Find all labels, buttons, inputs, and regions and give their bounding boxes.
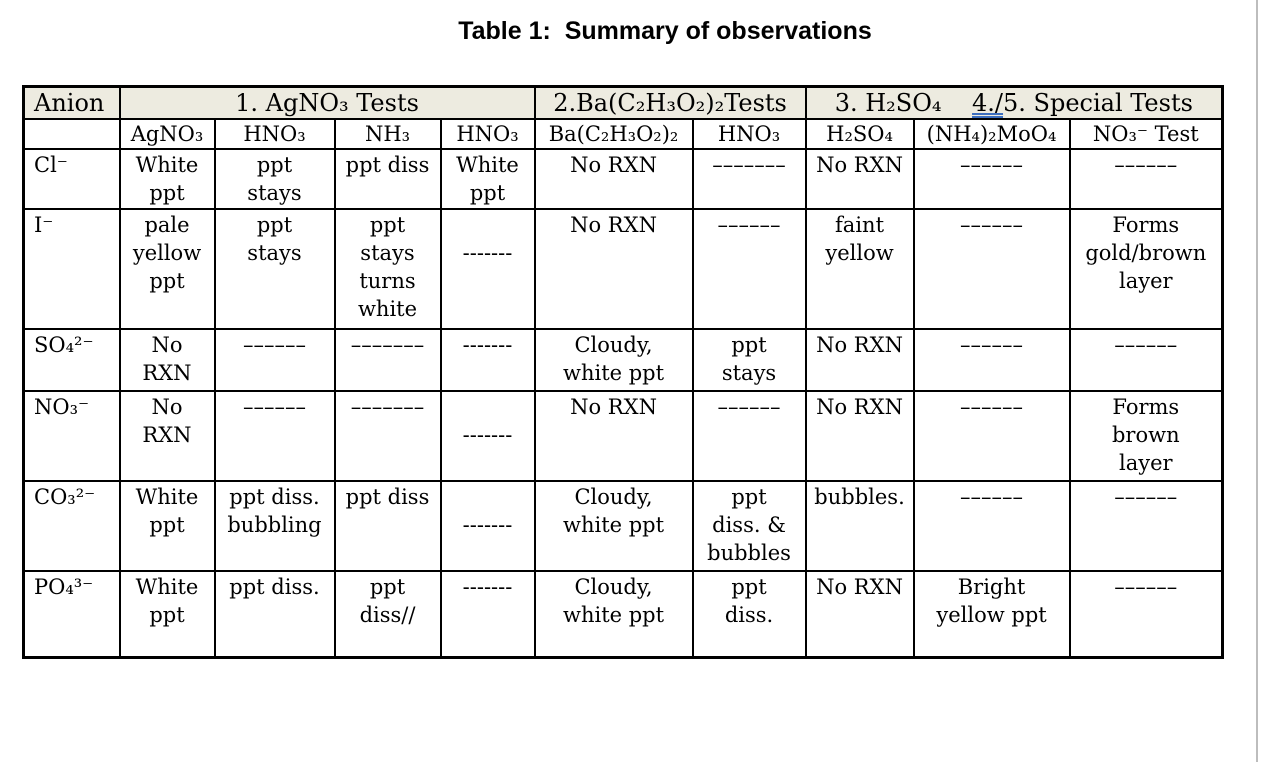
observation-cell: ––––––– (333, 390, 442, 482)
table-row: NO₃⁻ No RXN –––––– ––––––– ------- No RXN –––… (22, 390, 1224, 482)
subheader-reagent-cell: NO₃⁻ Test (1068, 118, 1224, 150)
subheader-reagent-cell: HNO₃ (691, 118, 807, 150)
anion-cell: CO₃²⁻ (22, 480, 121, 572)
observation-cell: Forms brown layer (1068, 390, 1224, 482)
observation-cell: No RXN (533, 208, 694, 330)
header-h2so4-special-tests: 3. H₂SO₄ 4./5. Special Tests (804, 85, 1224, 120)
subheader-reagent-cell: Ba(C₂H₃O₂)₂ (533, 118, 694, 150)
table-row: SO₄²⁻ No RXN –––––– ––––––– ------- Cloudy, w… (22, 328, 1224, 392)
page-edge-line (1256, 0, 1258, 762)
observation-cell: –––––– (912, 148, 1071, 210)
observation-cell: ppt diss. (213, 570, 336, 659)
observation-cell: Cloudy, white ppt (533, 570, 694, 659)
subheader-reagent-cell: HNO₃ (213, 118, 336, 150)
observation-cell: No RXN (804, 570, 915, 659)
observation-cell: pale yellow ppt (118, 208, 216, 330)
observation-cell: ------- (439, 390, 536, 482)
header-agno3-tests: 1. AgNO₃ Tests (118, 85, 536, 120)
header-special-45-underlined: 4./ (972, 89, 1004, 117)
observation-cell: No RXN (118, 390, 216, 482)
observation-cell: Cloudy, white ppt (533, 480, 694, 572)
subheader-empty-cell (22, 118, 121, 150)
observation-cell: –––––– (912, 480, 1071, 572)
observation-cell: ppt diss. & bubbles (691, 480, 807, 572)
observation-cell: No RXN (118, 328, 216, 392)
observation-cell: –––––– (912, 390, 1071, 482)
table-row: CO₃²⁻ White ppt ppt diss. bubbling ppt diss… (22, 480, 1224, 572)
anion-cell: Cl⁻ (22, 148, 121, 210)
observation-cell: –––––– (1068, 148, 1224, 210)
observation-cell: ppt diss (333, 480, 442, 572)
observation-cell: ppt diss (333, 148, 442, 210)
observation-cell: ------- (439, 570, 536, 659)
anion-cell: I⁻ (22, 208, 121, 330)
observation-cell: ------- (439, 328, 536, 392)
table-row: PO₄³⁻ White ppt ppt diss. ppt diss//-------… (22, 570, 1224, 659)
observation-cell: ppt stays (691, 328, 807, 392)
observation-cell: Forms gold/brown layer (1068, 208, 1224, 330)
observation-cell: –––––– (1068, 570, 1224, 659)
table-group-header-row: Anion 1. AgNO₃ Tests 2.Ba(C₂H₃O₂)₂Tests … (22, 85, 1224, 120)
observation-cell: Bright yellow ppt (912, 570, 1071, 659)
table-row: Cl⁻ White ppt ppt stays ppt diss White ppt No… (22, 148, 1224, 210)
observation-cell: ppt diss. (691, 570, 807, 659)
observation-cell: No RXN (804, 390, 915, 482)
observation-cell: –––––– (691, 208, 807, 330)
observation-cell: White ppt (118, 480, 216, 572)
observation-cell: ppt diss. bubbling (213, 480, 336, 572)
observation-cell: faint yellow (804, 208, 915, 330)
observation-cell: White ppt (118, 148, 216, 210)
subheader-reagent-cell: H₂SO₄ (804, 118, 915, 150)
header-special-tests-label: 5. Special Tests (1003, 89, 1193, 117)
observation-cell: White ppt (439, 148, 536, 210)
observation-cell: –––––– (691, 390, 807, 482)
table-row: I⁻ pale yellow ppt ppt stays ppt stays turn… (22, 208, 1224, 330)
observation-cell: No RXN (533, 390, 694, 482)
observation-cell: No RXN (533, 148, 694, 210)
table-subheader-row: AgNO₃ HNO₃ NH₃ HNO₃ Ba(C₂H₃O₂)₂ HNO₃ H₂SO₄ (NH₄… (22, 118, 1224, 150)
observation-cell: ppt stays (213, 148, 336, 210)
observation-cell: –––––– (213, 328, 336, 392)
header-ba-tests: 2.Ba(C₂H₃O₂)₂Tests (533, 85, 807, 120)
observation-cell: bubbles. (804, 480, 915, 572)
header-h2so4: 3. H₂SO₄ (834, 89, 973, 117)
observation-cell: ––––––– (333, 328, 442, 392)
anion-cell: SO₄²⁻ (22, 328, 121, 392)
observation-cell: –––––– (912, 208, 1071, 330)
observation-cell: No RXN (804, 328, 915, 392)
observation-cell: ––––––– (691, 148, 807, 210)
observation-cell: White ppt (118, 570, 216, 659)
observation-cell: ppt diss// (333, 570, 442, 659)
observation-cell: ------- (439, 480, 536, 572)
subheader-reagent-cell: HNO₃ (439, 118, 536, 150)
observation-cell: Cloudy, white ppt (533, 328, 694, 392)
observation-cell: ppt stays turns white (333, 208, 442, 330)
subheader-reagent-cell: (NH₄)₂MoO₄ (912, 118, 1071, 150)
anion-cell: NO₃⁻ (22, 390, 121, 482)
observation-cell: No RXN (804, 148, 915, 210)
observation-cell: –––––– (1068, 480, 1224, 572)
header-anion: Anion (22, 85, 121, 120)
observations-table: Anion 1. AgNO₃ Tests 2.Ba(C₂H₃O₂)₂Tests … (22, 85, 1225, 659)
observation-cell: –––––– (213, 390, 336, 482)
observation-cell: ppt stays (213, 208, 336, 330)
table-title: Table 1: Summary of observations (458, 17, 872, 45)
subheader-reagent-cell: NH₃ (333, 118, 442, 150)
observation-cell: –––––– (1068, 328, 1224, 392)
observation-cell: –––––– (912, 328, 1071, 392)
observation-cell: ------- (439, 208, 536, 330)
subheader-reagent-cell: AgNO₃ (118, 118, 216, 150)
anion-cell: PO₄³⁻ (22, 570, 121, 659)
